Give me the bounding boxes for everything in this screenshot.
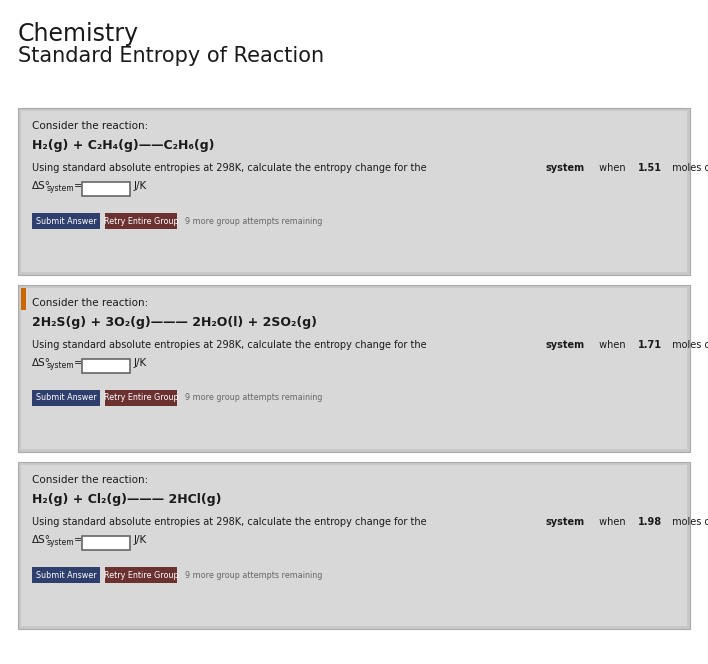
Text: 1.51: 1.51: [638, 163, 662, 173]
Text: Using standard absolute entropies at 298K, calculate the entropy change for the: Using standard absolute entropies at 298…: [32, 517, 430, 527]
Text: Submit Answer: Submit Answer: [35, 570, 96, 580]
Text: when: when: [595, 163, 629, 173]
Text: 9 more group attempts remaining: 9 more group attempts remaining: [185, 394, 322, 402]
Text: H₂(g) + C₂H₄(g)——C₂H₆(g): H₂(g) + C₂H₄(g)——C₂H₆(g): [32, 139, 215, 152]
Text: system: system: [545, 517, 584, 527]
FancyBboxPatch shape: [82, 536, 130, 550]
Text: Retry Entire Group: Retry Entire Group: [103, 394, 178, 402]
Text: moles of: moles of: [669, 340, 708, 350]
FancyBboxPatch shape: [18, 108, 690, 275]
FancyBboxPatch shape: [21, 288, 687, 449]
Text: system: system: [47, 184, 74, 193]
Text: Consider the reaction:: Consider the reaction:: [32, 475, 148, 485]
Text: 2H₂S(g) + 3O₂(g)——— 2H₂O(l) + 2SO₂(g): 2H₂S(g) + 3O₂(g)——— 2H₂O(l) + 2SO₂(g): [32, 316, 317, 329]
FancyBboxPatch shape: [105, 213, 177, 229]
Text: Retry Entire Group: Retry Entire Group: [103, 216, 178, 226]
FancyBboxPatch shape: [18, 462, 690, 629]
Text: ΔS°: ΔS°: [32, 358, 51, 368]
Text: when: when: [595, 340, 629, 350]
Text: Chemistry: Chemistry: [18, 22, 139, 46]
FancyBboxPatch shape: [32, 390, 100, 406]
Text: Standard Entropy of Reaction: Standard Entropy of Reaction: [18, 46, 324, 66]
Text: moles of: moles of: [669, 517, 708, 527]
FancyBboxPatch shape: [105, 390, 177, 406]
Text: when: when: [595, 517, 629, 527]
FancyBboxPatch shape: [21, 465, 687, 626]
Text: =: =: [74, 358, 83, 368]
FancyBboxPatch shape: [32, 213, 100, 229]
Text: J/K: J/K: [134, 181, 147, 191]
Text: H₂(g) + Cl₂(g)——— 2HCl(g): H₂(g) + Cl₂(g)——— 2HCl(g): [32, 493, 222, 506]
Text: 1.98: 1.98: [638, 517, 662, 527]
Text: Retry Entire Group: Retry Entire Group: [103, 570, 178, 580]
Text: system: system: [545, 340, 584, 350]
Text: J/K: J/K: [134, 358, 147, 368]
FancyBboxPatch shape: [18, 285, 690, 452]
FancyBboxPatch shape: [105, 567, 177, 583]
Text: =: =: [74, 181, 83, 191]
Text: 9 more group attempts remaining: 9 more group attempts remaining: [185, 570, 322, 580]
Text: Submit Answer: Submit Answer: [35, 394, 96, 402]
Text: Using standard absolute entropies at 298K, calculate the entropy change for the: Using standard absolute entropies at 298…: [32, 340, 430, 350]
Text: system: system: [545, 163, 584, 173]
FancyBboxPatch shape: [82, 359, 130, 373]
Text: J/K: J/K: [134, 535, 147, 545]
Text: =: =: [74, 535, 83, 545]
Text: system: system: [47, 538, 74, 547]
Text: ΔS°: ΔS°: [32, 535, 51, 545]
Text: moles of: moles of: [669, 163, 708, 173]
Text: Consider the reaction:: Consider the reaction:: [32, 298, 148, 308]
Text: ΔS°: ΔS°: [32, 181, 51, 191]
Text: Submit Answer: Submit Answer: [35, 216, 96, 226]
FancyBboxPatch shape: [32, 567, 100, 583]
FancyBboxPatch shape: [21, 288, 26, 310]
Text: system: system: [47, 361, 74, 370]
FancyBboxPatch shape: [21, 111, 687, 272]
Text: 9 more group attempts remaining: 9 more group attempts remaining: [185, 216, 322, 226]
Text: Consider the reaction:: Consider the reaction:: [32, 121, 148, 131]
Text: 1.71: 1.71: [638, 340, 662, 350]
FancyBboxPatch shape: [82, 182, 130, 196]
Text: Using standard absolute entropies at 298K, calculate the entropy change for the: Using standard absolute entropies at 298…: [32, 163, 430, 173]
